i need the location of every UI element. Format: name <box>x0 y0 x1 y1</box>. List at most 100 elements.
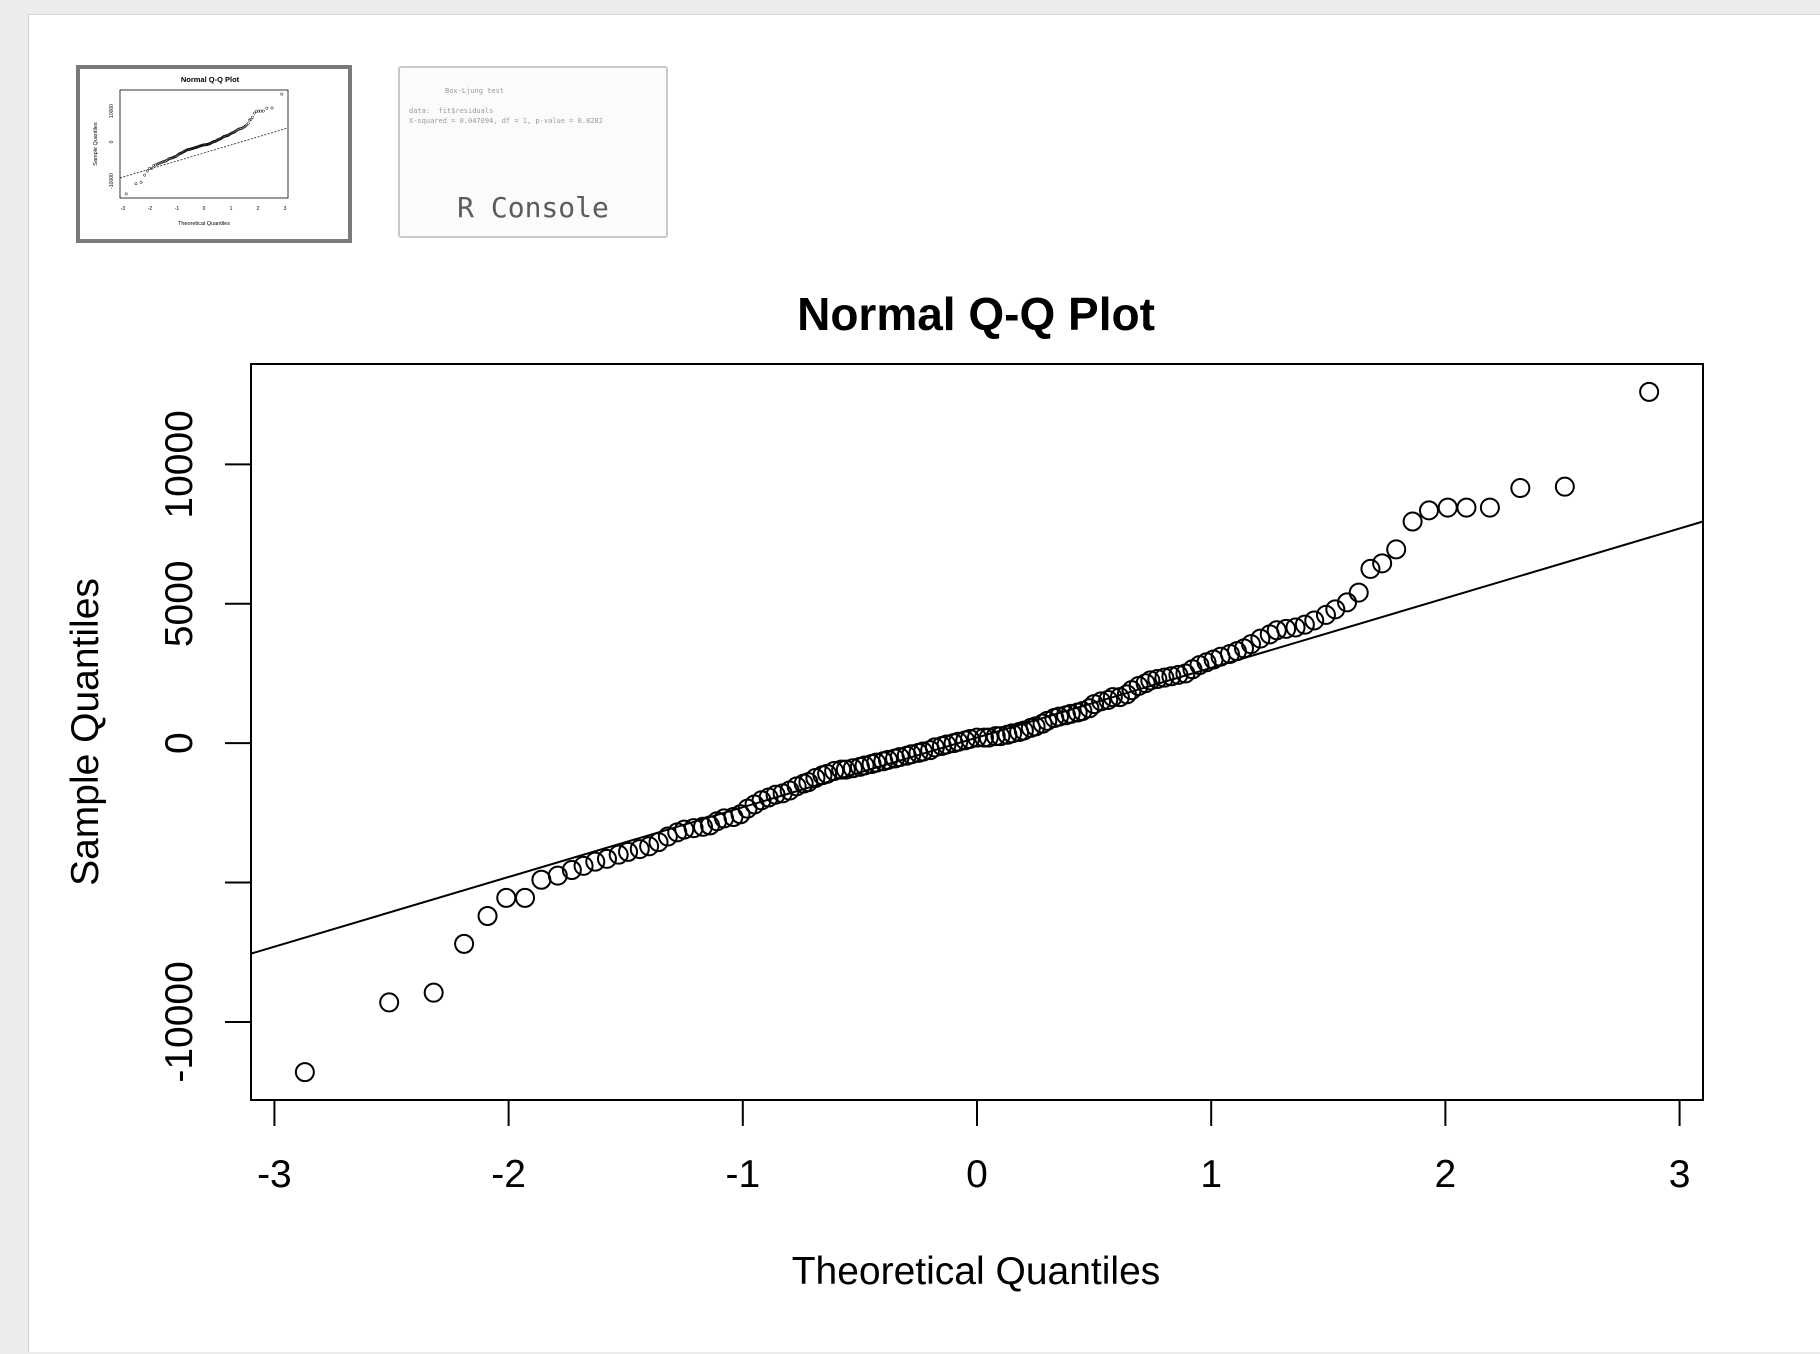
data-point <box>1456 497 1477 518</box>
thumbnail-plot-box <box>119 89 289 199</box>
thumbnail-point <box>157 162 160 166</box>
data-point <box>842 758 863 779</box>
thumbnail-point <box>155 162 159 166</box>
console-preview-text: Box-Ljung test data: fit$residuals X-squ… <box>409 86 603 126</box>
data-point <box>596 848 617 869</box>
thumbnail-point <box>259 109 263 113</box>
x-tick-label: 2 <box>1435 1153 1457 1196</box>
data-point <box>831 759 852 780</box>
thumbnail-point <box>124 192 128 196</box>
thumbnail-xtick: 0 <box>203 206 206 212</box>
thumbnail-point <box>150 166 154 170</box>
thumbnail-ylabel: Sample Quantiles <box>93 122 99 166</box>
x-axis: -3 -2 -1 0 1 2 3 <box>257 1099 1691 1196</box>
data-point <box>1639 381 1660 402</box>
x-axis-label: Theoretical Quantiles <box>792 1250 1161 1293</box>
data-point <box>878 749 899 770</box>
data-point <box>683 818 704 839</box>
data-point <box>629 839 650 860</box>
data-point <box>1372 553 1393 574</box>
data-point <box>379 992 400 1013</box>
thumbnail-point <box>143 173 147 177</box>
thumbnail-ytick: 10000 <box>109 104 115 118</box>
data-point <box>477 906 498 926</box>
data-point <box>531 869 552 890</box>
thumbnail-point <box>152 164 156 168</box>
data-point <box>990 726 1011 747</box>
data-point <box>1360 558 1381 579</box>
thumbnail-point <box>158 161 162 165</box>
data-point <box>1402 511 1423 532</box>
console-line: Box-Ljung test <box>445 87 505 95</box>
data-point <box>936 734 957 755</box>
data-point <box>1147 669 1168 690</box>
data-point <box>1510 478 1531 499</box>
y-axis-label: Sample Quantiles <box>64 578 107 886</box>
console-thumbnail[interactable]: Box-Ljung test data: fit$residuals X-squ… <box>398 66 668 238</box>
thumbnail-point <box>173 155 177 159</box>
data-point <box>639 836 660 857</box>
data-point <box>1102 687 1123 708</box>
thumbnail-point <box>261 109 265 113</box>
data-point <box>1140 670 1161 691</box>
console-line: data: fit$residuals <box>409 107 494 115</box>
thumbnail-xtick: -2 <box>148 206 153 212</box>
thumbnail-point <box>265 106 269 110</box>
data-point <box>1091 691 1112 712</box>
thumbnail-xlabel: Theoretical Quantiles <box>178 221 230 227</box>
data-point <box>1437 497 1458 518</box>
qq-thumbnail-chart: Normal Q-Q Plot -3 -2 -1 0 1 2 3 Theoret… <box>93 75 289 227</box>
plot-thumbnail-qq[interactable]: Normal Q-Q Plot -3 -2 -1 0 1 2 3 Theoret… <box>76 65 352 243</box>
y-tick-label: 0 <box>158 732 201 754</box>
thumbnail-point <box>280 92 284 96</box>
chart-title: Normal Q-Q Plot <box>797 288 1155 340</box>
data-point <box>423 982 444 1003</box>
thumbnail-point <box>249 117 253 121</box>
x-tick-label: 3 <box>1669 1153 1691 1196</box>
data-point <box>1060 703 1081 724</box>
data-point <box>1294 614 1315 635</box>
x-tick-label: 1 <box>1200 1153 1222 1196</box>
thumbnail-point <box>252 111 256 115</box>
data-point <box>1276 618 1297 639</box>
data-point <box>866 752 887 773</box>
data-point <box>765 784 786 805</box>
x-tick-label: -2 <box>491 1153 526 1196</box>
thumbnail-ytick: -10000 <box>109 173 115 189</box>
data-point <box>515 887 536 908</box>
thumbnail-point <box>154 163 157 167</box>
data-point <box>1304 610 1325 631</box>
data-point <box>974 727 995 748</box>
data-point <box>835 759 856 780</box>
data-point <box>496 887 517 908</box>
data-point <box>1554 476 1575 497</box>
thumbnail-xtick: 1 <box>230 206 233 212</box>
data-point <box>985 726 1006 747</box>
data-point <box>1285 617 1306 638</box>
data-point <box>1079 698 1100 719</box>
thumbnail-point <box>246 122 250 125</box>
y-tick-label: 5000 <box>158 560 201 647</box>
thumbnail-point <box>139 180 143 184</box>
thumbnail-ytick: 0 <box>109 140 115 143</box>
data-point <box>618 841 639 862</box>
data-point <box>730 804 751 825</box>
thumbnail-xtick: -3 <box>121 206 126 212</box>
data-points <box>294 381 1660 1083</box>
data-point <box>1479 497 1500 518</box>
data-point <box>1161 666 1182 687</box>
data-point <box>1154 667 1175 688</box>
data-point <box>585 851 606 872</box>
thumbnail-point <box>169 156 173 160</box>
data-point <box>1266 620 1287 641</box>
data-point <box>889 747 910 768</box>
thumbnail-point <box>159 161 163 165</box>
console-thumbnail-label: R Console <box>457 191 609 224</box>
thumbnail-xtick: 2 <box>257 206 260 212</box>
data-point <box>1325 599 1346 620</box>
data-point <box>1418 500 1439 521</box>
thumbnail-points <box>124 92 284 196</box>
data-point <box>561 860 582 880</box>
x-tick-label: -3 <box>257 1153 292 1196</box>
